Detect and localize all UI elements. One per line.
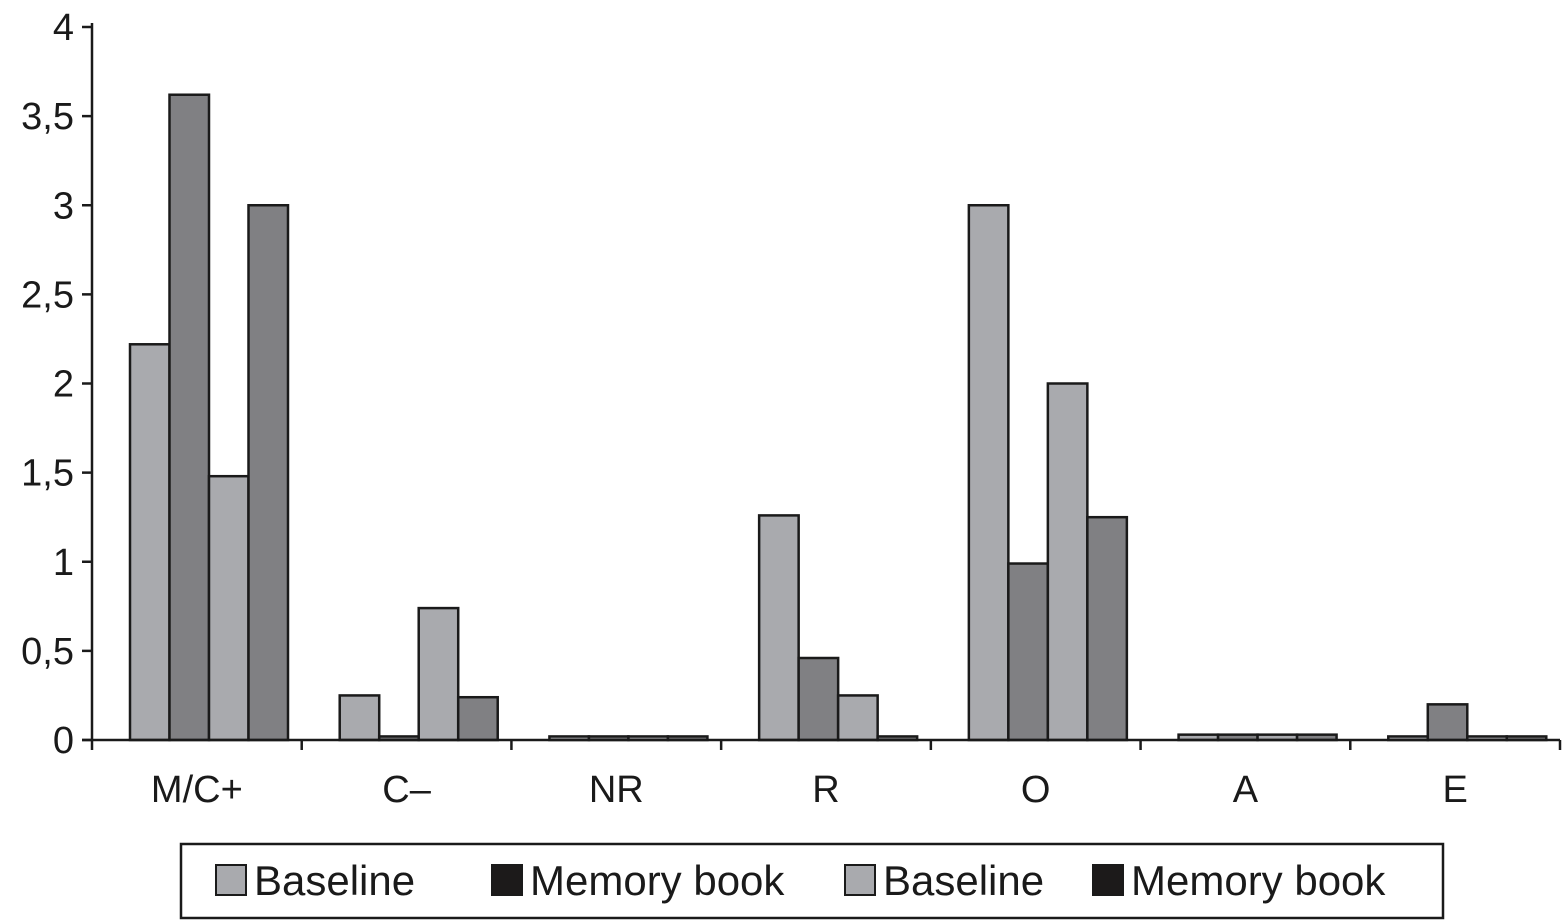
x-tick-label: R [812,769,839,811]
x-tick-label: C– [382,769,431,811]
bar-O-series-2 [1007,562,1050,742]
legend-label-2: Memory book [530,857,785,904]
legend: Baseline Memory book Baseline Memory book [179,842,1445,920]
bar-C–-series-1 [338,694,381,742]
x-tick-label: M/C+ [151,769,243,811]
x-tick-label: NR [589,769,644,811]
y-tick-label: 0 [53,720,74,762]
bar-M/C+-series-4 [247,204,290,742]
bar-O-series-4 [1086,515,1129,742]
bar-R-series-1 [757,514,800,742]
y-tick-label: 3,5 [21,96,74,138]
y-tick-label: 1,5 [21,453,74,495]
legend-label-4: Memory book [1131,857,1386,904]
x-tick-label: E [1442,769,1467,811]
bar-C–-series-3 [417,606,460,742]
legend-swatch-4 [1092,864,1124,896]
bars-group [128,93,1548,742]
y-tick-label: 2 [53,364,74,406]
legend-swatch-3 [844,864,876,896]
bar-E-series-2 [1426,703,1469,742]
bar-O-series-3 [1046,382,1089,742]
bar-R-series-2 [797,656,840,742]
x-tick-label: A [1233,769,1259,811]
x-tick-label: O [1021,769,1051,811]
legend-label-1: Baseline [254,857,415,904]
y-tick-label: 1 [53,542,74,584]
axes-group: 0 0,5 1 1,5 2 2,5 3 3,5 4 M/C+ C– NR R O A E [21,7,1562,811]
bar-M/C+-series-3 [207,474,250,742]
y-tick-label: 0,5 [21,631,74,673]
bar-R-series-3 [836,694,879,742]
bar-M/C+-series-1 [128,343,171,742]
legend-box [179,842,1445,920]
y-tick-label: 2,5 [21,274,74,316]
bar-O-series-1 [967,204,1010,742]
legend-label-3: Baseline [883,857,1044,904]
legend-swatch-1 [215,864,247,896]
legend-swatch-2 [491,864,523,896]
bar-M/C+-series-2 [168,93,211,742]
bar-C–-series-4 [456,695,499,742]
y-tick-label: 4 [53,7,74,49]
y-tick-label: 3 [53,185,74,227]
